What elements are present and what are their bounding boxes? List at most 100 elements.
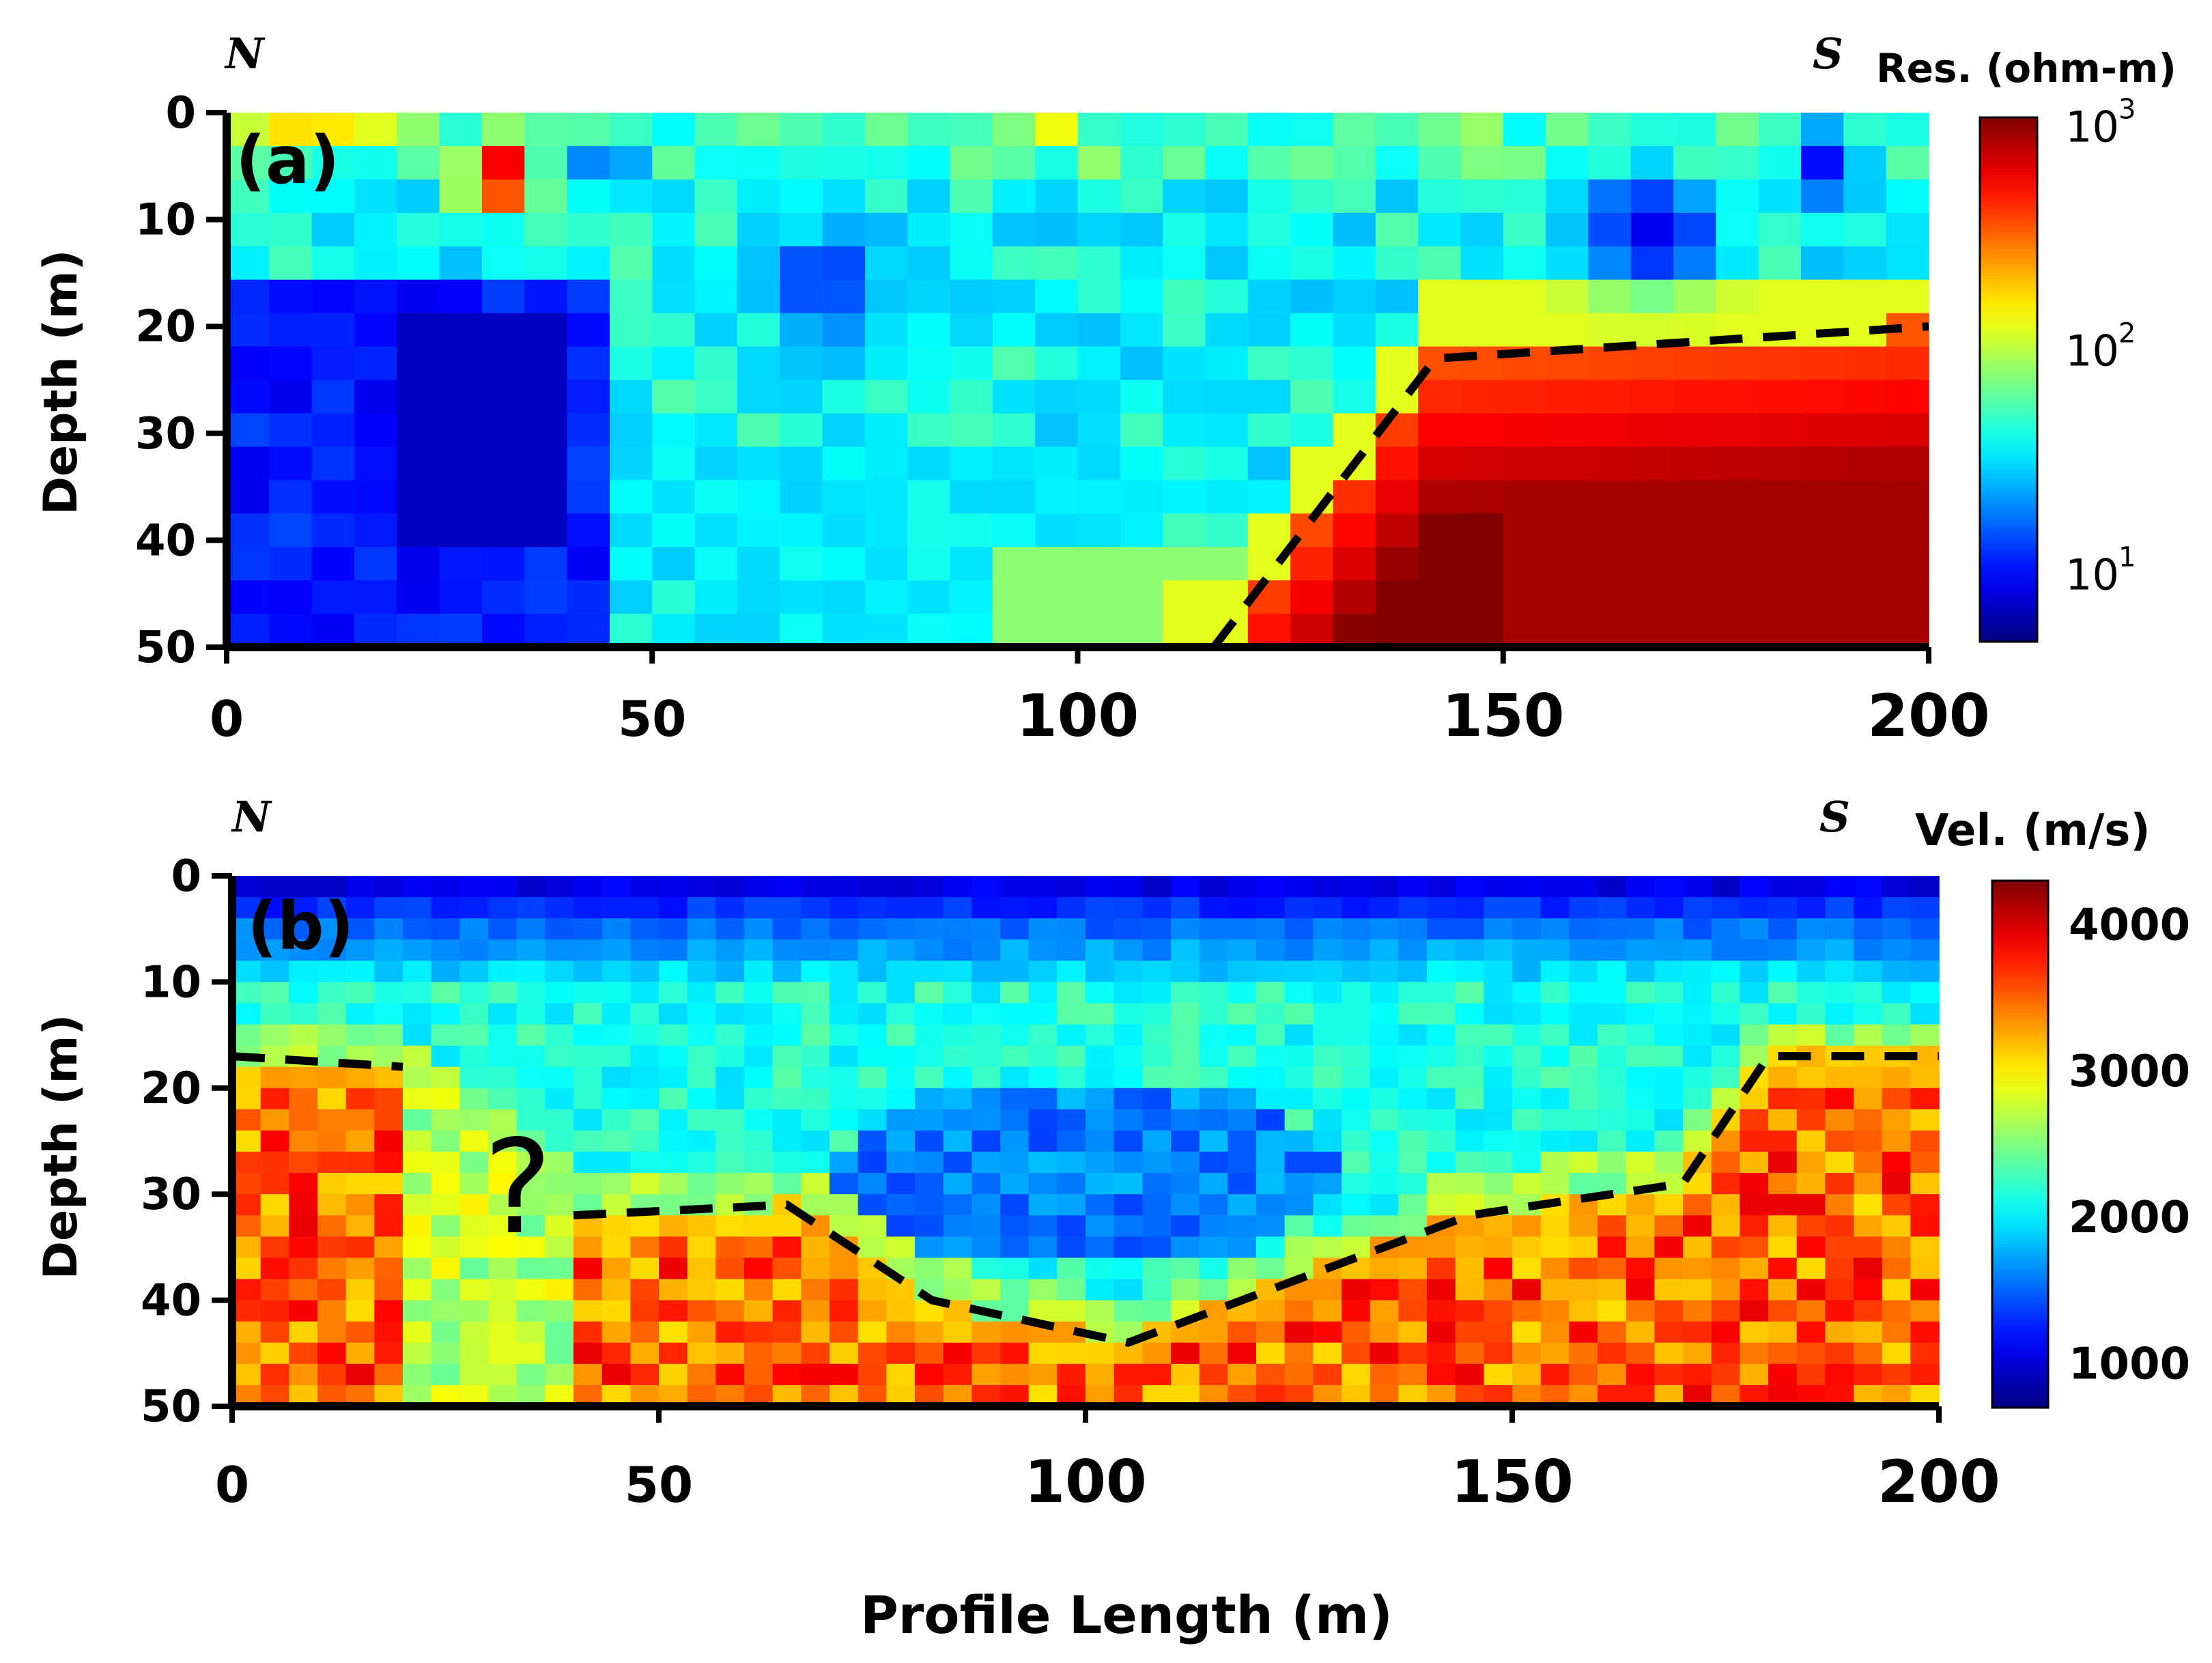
heatmap-a-cell <box>1843 380 1887 414</box>
heatmap-a-cell <box>780 413 823 448</box>
heatmap-b-cell <box>232 1342 261 1365</box>
heatmap-a-cell <box>950 113 993 147</box>
heatmap-b-cell <box>687 1173 717 1195</box>
heatmap-b-cell <box>1256 1300 1286 1322</box>
heatmap-b-cell <box>1057 1236 1086 1259</box>
heatmap-b-cell <box>857 1173 888 1195</box>
heatmap-b-cell <box>1598 918 1627 941</box>
heatmap-b-cell <box>801 1088 830 1110</box>
heatmap-b-cell <box>403 1024 432 1047</box>
heatmap-b-cell <box>886 1363 916 1386</box>
heatmap-a-cell <box>1673 547 1717 581</box>
heatmap-b-cell <box>431 897 461 919</box>
heatmap-a-cell <box>481 145 526 180</box>
heatmap-b-cell <box>1256 1003 1286 1025</box>
heatmap-a-cell <box>1460 246 1504 281</box>
heatmap-b-cell <box>516 961 546 983</box>
heatmap-b-cell <box>1910 1300 1940 1322</box>
heatmap-a-cell <box>1333 279 1376 314</box>
panel-a-north-label: N <box>224 29 266 79</box>
heatmap-b-cell <box>374 1279 403 1301</box>
heatmap-b-cell <box>1569 1088 1598 1110</box>
heatmap-b-cell <box>630 1024 660 1047</box>
heatmap-b-cell <box>545 1363 574 1386</box>
heatmap-a-cell <box>1460 446 1504 481</box>
heatmap-a-cell <box>1163 380 1206 414</box>
heatmap-b-cell <box>1398 1066 1428 1089</box>
heatmap-b-cell <box>289 897 318 919</box>
heatmap-b-cell <box>1882 876 1912 898</box>
heatmap-a-cell <box>864 179 908 214</box>
heatmap-b-cell <box>1910 1236 1940 1259</box>
heatmap-b-cell <box>630 1321 660 1344</box>
heatmap-b-cell <box>943 1279 973 1301</box>
heatmap-b-cell <box>1427 1279 1456 1301</box>
heatmap-b-cell <box>1171 1088 1200 1110</box>
heatmap-a-cell <box>1418 480 1462 515</box>
heatmap-a-cell <box>1716 513 1759 548</box>
heatmap-b-cell <box>1854 939 1883 962</box>
heatmap-b-cell <box>943 1342 973 1365</box>
heatmap-b-cell <box>886 1130 916 1152</box>
heatmap-b-cell <box>601 1130 632 1152</box>
heatmap-b-cell <box>1569 1236 1598 1259</box>
heatmap-a-cell <box>1333 179 1376 214</box>
heatmap-a-cell <box>822 380 866 414</box>
heatmap-b-cell <box>289 1173 318 1195</box>
heatmap-b-cell <box>659 1257 688 1280</box>
heatmap-b-cell <box>601 1109 632 1131</box>
heatmap-b-cell <box>630 1236 660 1259</box>
heatmap-a-cell <box>1418 380 1462 414</box>
heatmap-a-cell <box>1418 145 1462 180</box>
heatmap-b-cell <box>1256 1363 1286 1386</box>
heatmap-a-cell <box>1333 145 1376 180</box>
heatmap-a-cell <box>1290 346 1334 381</box>
heatmap-b-cell <box>744 897 774 919</box>
heatmap-b-cell <box>943 1152 973 1174</box>
heatmap-b-cell <box>260 1066 290 1089</box>
heatmap-b-cell <box>1398 1045 1428 1068</box>
y-tick-label: 10 <box>141 957 201 1008</box>
heatmap-a-cell <box>907 279 951 314</box>
heatmap-b-cell <box>1199 1066 1229 1089</box>
heatmap-b-cell <box>1654 1130 1684 1152</box>
heatmap-a-cell <box>1843 614 1887 648</box>
heatmap-a-cell <box>907 313 951 347</box>
heatmap-b-cell <box>403 876 432 898</box>
heatmap-b-cell <box>1199 1088 1229 1110</box>
heatmap-b-cell <box>1427 1194 1456 1217</box>
heatmap-b-cell <box>459 1194 489 1217</box>
heatmap-b-cell <box>1455 1152 1485 1174</box>
heatmap-a-cell <box>524 212 568 247</box>
heatmap-b-cell <box>1171 918 1200 941</box>
heatmap-b-cell <box>1000 1003 1030 1025</box>
heatmap-a-cell <box>780 580 823 614</box>
heatmap-b-cell <box>1910 1257 1940 1280</box>
heatmap-a-cell <box>1716 346 1759 381</box>
heatmap-a-cell <box>397 380 440 414</box>
heatmap-b-cell <box>1910 939 1940 962</box>
heatmap-b-cell <box>1825 1194 1854 1217</box>
heatmap-b-cell <box>943 1363 973 1386</box>
heatmap-b-cell <box>1740 1045 1769 1068</box>
heatmap-a-cell <box>1333 413 1376 448</box>
heatmap-a-cell <box>1886 346 1929 381</box>
heatmap-b-cell <box>1398 1194 1428 1217</box>
heatmap-a-cell <box>652 413 696 448</box>
heatmap-b-cell <box>830 1088 859 1110</box>
heatmap-b-cell <box>630 1257 660 1280</box>
heatmap-b-cell <box>1854 1173 1883 1195</box>
heatmap-b-cell <box>687 1130 717 1152</box>
heatmap-b-cell <box>1199 1257 1229 1280</box>
heatmap-a-cell <box>311 246 355 281</box>
heatmap-b-cell <box>1142 1152 1172 1174</box>
heatmap-a-cell <box>992 212 1036 247</box>
heatmap-a-cell <box>567 446 610 481</box>
heatmap-a-cell <box>907 614 951 648</box>
heatmap-b-cell <box>1028 1342 1058 1365</box>
heatmap-b-cell <box>801 1321 830 1344</box>
heatmap-a-cell <box>1290 580 1334 614</box>
heatmap-b-cell <box>1540 982 1570 1004</box>
heatmap-b-cell <box>1512 1152 1542 1174</box>
heatmap-b-cell <box>431 1024 461 1047</box>
